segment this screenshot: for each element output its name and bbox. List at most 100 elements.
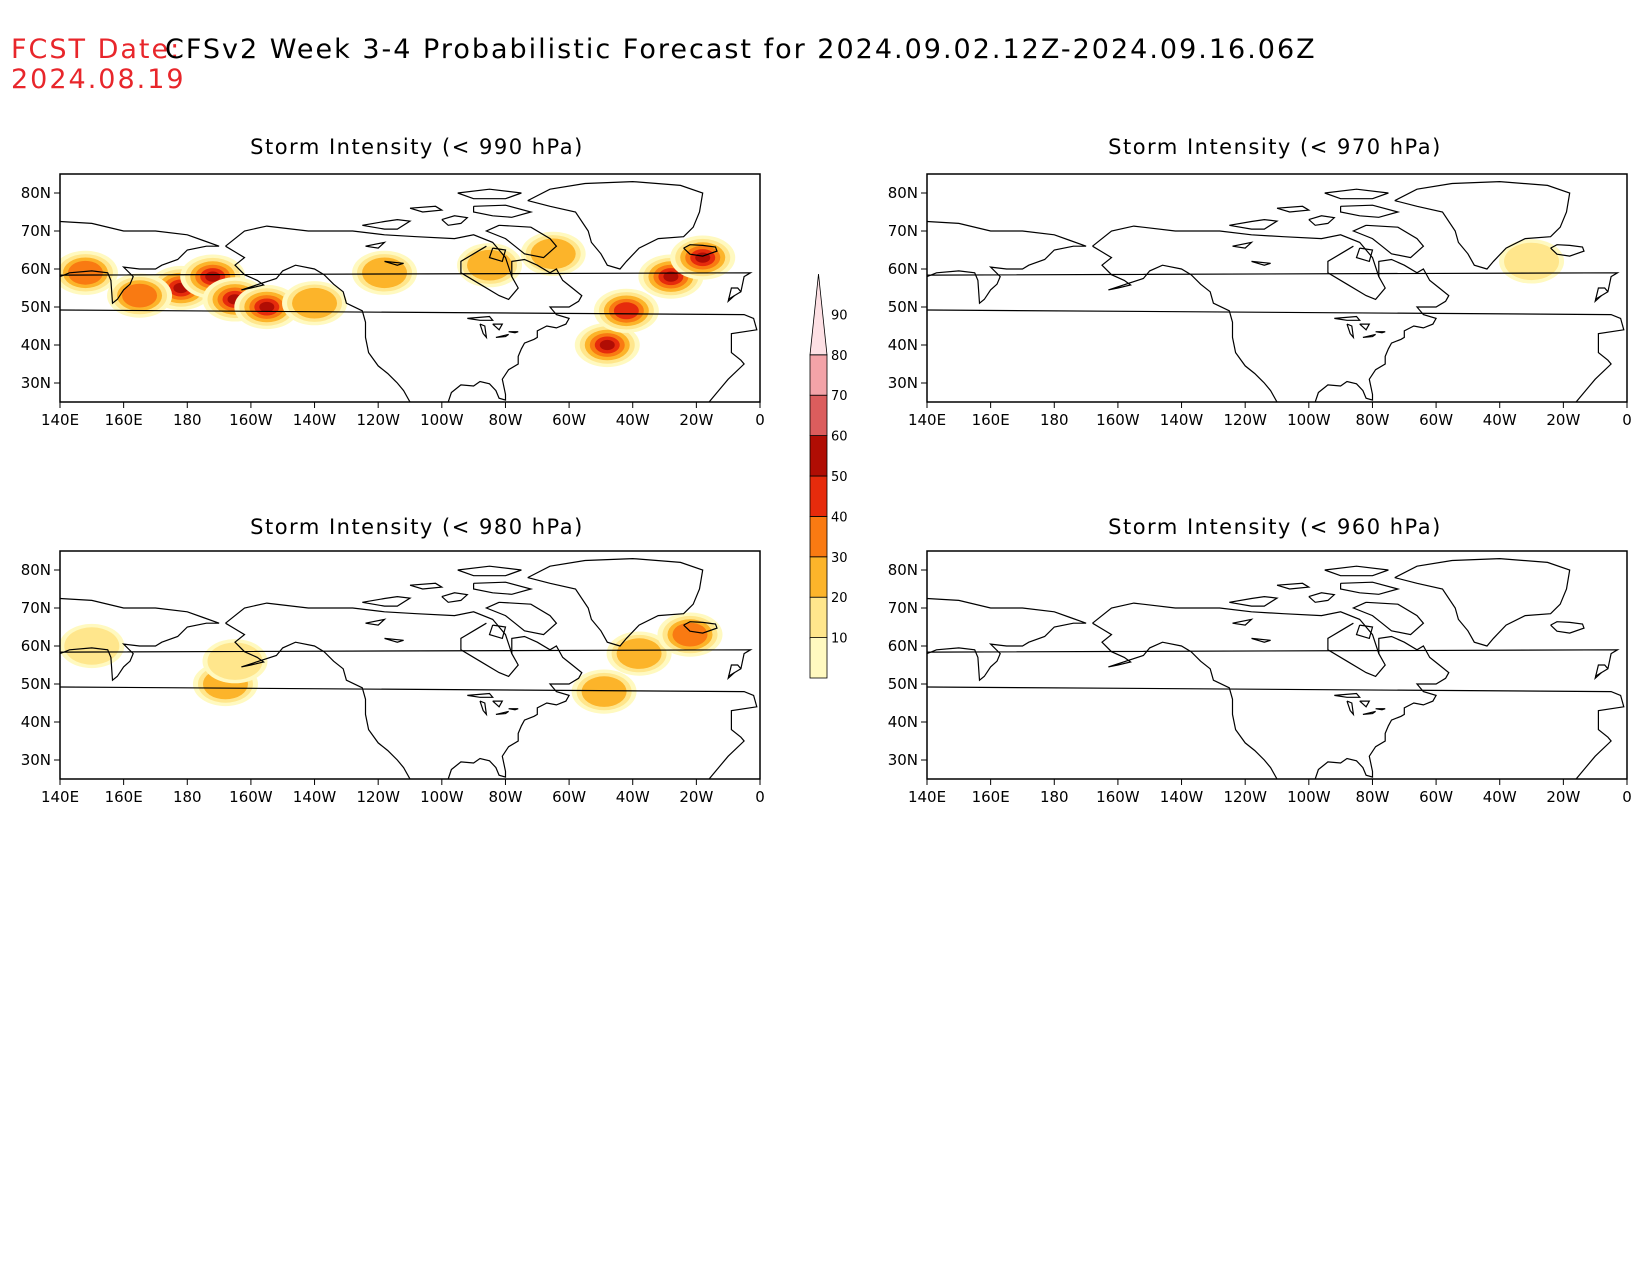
lat-tick-label: 30N	[21, 374, 51, 392]
lon-tick-label: 160W	[1096, 411, 1140, 429]
map-content	[927, 557, 1625, 779]
lake-outline	[1346, 700, 1355, 717]
lon-tick-label: 40W	[616, 788, 650, 806]
figure-title: CFSv2 Week 3-4 Probabilistic Forecast fo…	[165, 34, 1317, 65]
island-outline	[1308, 592, 1336, 603]
colorbar-label: 20	[831, 591, 848, 606]
island-outline	[457, 565, 522, 577]
coastline	[927, 597, 1087, 682]
probability-contour-l3	[292, 287, 338, 319]
probability-contour-l2	[64, 627, 120, 665]
lon-tick-label: 20W	[1546, 411, 1580, 429]
lake-outline	[492, 323, 504, 331]
lake-outline	[1334, 692, 1361, 698]
island-outline	[409, 582, 444, 590]
island-outline	[1324, 188, 1389, 200]
island-outline	[1351, 601, 1425, 636]
island-outline	[473, 204, 534, 218]
probability-contour-l4	[122, 283, 158, 308]
lon-tick-label: 160E	[105, 788, 143, 806]
map-content	[60, 557, 758, 779]
coastline	[1092, 602, 1386, 678]
colorbar-label: 40	[831, 510, 848, 525]
lake-outline	[1346, 323, 1355, 340]
lon-tick-label: 180	[173, 788, 202, 806]
lake-outline	[365, 241, 387, 249]
lat-tick-label: 30N	[888, 751, 918, 769]
lon-tick-label: 140W	[1160, 788, 1204, 806]
coastline	[1550, 244, 1585, 257]
lon-tick-label: 0	[1622, 411, 1632, 429]
colorbar-box	[809, 596, 828, 639]
fcst-date-value: 2024.08.19	[11, 64, 186, 95]
coastline	[60, 649, 758, 779]
lake-outline	[1232, 618, 1254, 626]
island-outline	[441, 215, 469, 226]
island-outline	[362, 218, 412, 230]
island-outline	[488, 247, 507, 263]
colorbar-box	[809, 556, 828, 598]
coastline	[225, 225, 519, 301]
lake-outline	[467, 315, 494, 321]
lat-tick-label: 30N	[21, 751, 51, 769]
colorbar-label: 90	[831, 308, 848, 323]
coastline	[1550, 621, 1585, 634]
island-outline	[473, 581, 534, 595]
lon-tick-label: 160E	[105, 411, 143, 429]
map-panel-4: Storm Intensity (< 960 hPa) 140E 160E 180 16…	[888, 515, 1632, 806]
island-outline	[1276, 582, 1311, 590]
colorbar-label: 50	[831, 470, 848, 485]
lon-tick-label: 120W	[1223, 788, 1267, 806]
lon-tick-label: 160W	[229, 788, 273, 806]
lon-tick-label: 160W	[1096, 788, 1140, 806]
coastline	[1594, 287, 1609, 304]
lon-tick-label: 160E	[972, 411, 1010, 429]
lat-tick-label: 60N	[21, 260, 51, 278]
colorbar-label: 10	[831, 632, 848, 647]
lat-tick-label: 30N	[888, 374, 918, 392]
lake-outline	[1362, 333, 1376, 338]
coastline	[447, 258, 583, 402]
island-outline	[1276, 205, 1311, 213]
map-content	[927, 180, 1625, 402]
coastline	[60, 597, 220, 682]
probability-contour-l6	[205, 271, 221, 282]
coastline	[1092, 622, 1278, 779]
fcst-date-label: FCST Date:	[11, 34, 182, 65]
coastline	[225, 245, 411, 402]
probability-contour-l3	[581, 676, 627, 707]
colorbar-box	[809, 637, 828, 679]
probability-contour-l3	[530, 238, 576, 270]
coastline	[1394, 557, 1571, 647]
lat-tick-label: 70N	[21, 222, 51, 240]
lon-tick-label: 100W	[1287, 411, 1331, 429]
map-panel-1: Storm Intensity (< 990 hPa) 140E 160E 180 16…	[21, 135, 765, 429]
lake-outline	[365, 618, 387, 626]
map-panel-3: Storm Intensity (< 980 hPa) 140E 160E 180 16…	[21, 515, 765, 806]
lake-outline	[1251, 260, 1271, 266]
probability-contour-l2	[1504, 242, 1560, 281]
lake-outline	[1232, 241, 1254, 249]
colorbar-box	[809, 475, 828, 517]
colorbar-label: 80	[831, 349, 848, 364]
lon-tick-label: 140W	[293, 411, 337, 429]
lat-tick-label: 70N	[21, 599, 51, 617]
lat-tick-label: 70N	[888, 222, 918, 240]
lat-tick-label: 50N	[21, 675, 51, 693]
lon-tick-label: 140E	[908, 788, 946, 806]
lon-tick-label: 80W	[1355, 411, 1389, 429]
coastline	[727, 287, 742, 304]
colorbar-label: 30	[831, 551, 848, 566]
coastline	[1314, 635, 1450, 779]
lon-tick-label: 20W	[679, 411, 713, 429]
lake-outline	[1359, 323, 1371, 331]
lat-tick-label: 50N	[888, 675, 918, 693]
lon-tick-label: 20W	[1546, 788, 1580, 806]
coastline	[60, 272, 758, 402]
lon-tick-label: 120W	[356, 411, 400, 429]
coastline	[1092, 245, 1278, 402]
coastline	[1092, 225, 1386, 301]
coastline	[927, 272, 1625, 402]
coastline	[225, 602, 519, 678]
coastline	[683, 244, 718, 257]
